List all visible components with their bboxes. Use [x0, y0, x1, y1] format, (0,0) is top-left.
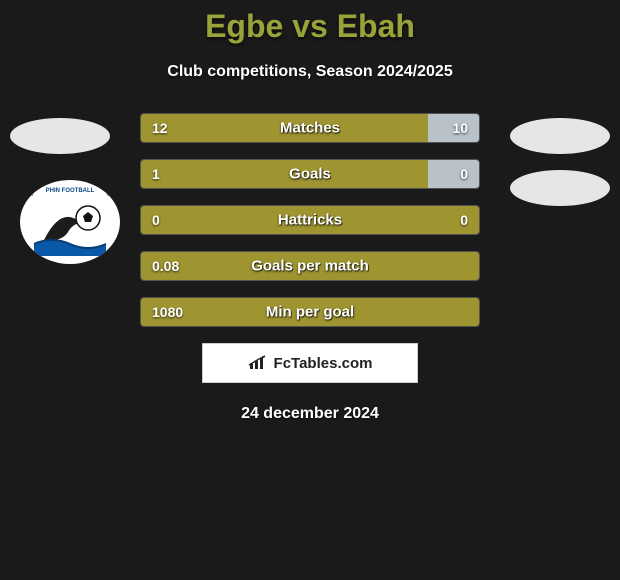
stat-value-left: 1	[152, 166, 160, 182]
stat-value-left: 0	[152, 212, 160, 228]
stat-bar-right	[428, 160, 479, 188]
season-subtitle: Club competitions, Season 2024/2025	[0, 63, 620, 81]
player-badge-right-1	[510, 118, 610, 154]
brand-text: FcTables.com	[274, 355, 373, 372]
footer-date: 24 december 2024	[0, 405, 620, 423]
stat-bar-left	[141, 160, 428, 188]
stat-row-mpg: 1080 Min per goal	[140, 297, 480, 327]
player-badge-right-2	[510, 170, 610, 206]
stat-row-gpm: 0.08 Goals per match	[140, 251, 480, 281]
stat-label: Hattricks	[278, 212, 342, 229]
stat-value-right: 0	[460, 166, 468, 182]
club-logo: PHIN FOOTBALL	[20, 180, 120, 264]
stat-label: Min per goal	[266, 304, 354, 321]
stat-value-right: 10	[452, 120, 468, 136]
stat-value-left: 12	[152, 120, 168, 136]
stats-container: 12 Matches 10 1 Goals 0 0 Hattricks 0 0.…	[140, 113, 480, 327]
stat-value-left: 0.08	[152, 258, 179, 274]
brand-link[interactable]: FcTables.com	[202, 343, 418, 383]
stat-row-goals: 1 Goals 0	[140, 159, 480, 189]
stat-value-left: 1080	[152, 304, 183, 320]
brand-chart-icon	[248, 355, 268, 371]
stat-label: Matches	[280, 120, 340, 137]
player-badge-left	[10, 118, 110, 154]
stat-value-right: 0	[460, 212, 468, 228]
page-title: Egbe vs Ebah	[0, 0, 620, 45]
stat-label: Goals per match	[251, 258, 369, 275]
stat-label: Goals	[289, 166, 331, 183]
stat-row-hattricks: 0 Hattricks 0	[140, 205, 480, 235]
stat-row-matches: 12 Matches 10	[140, 113, 480, 143]
logo-arc-text: PHIN FOOTBALL	[46, 188, 95, 194]
